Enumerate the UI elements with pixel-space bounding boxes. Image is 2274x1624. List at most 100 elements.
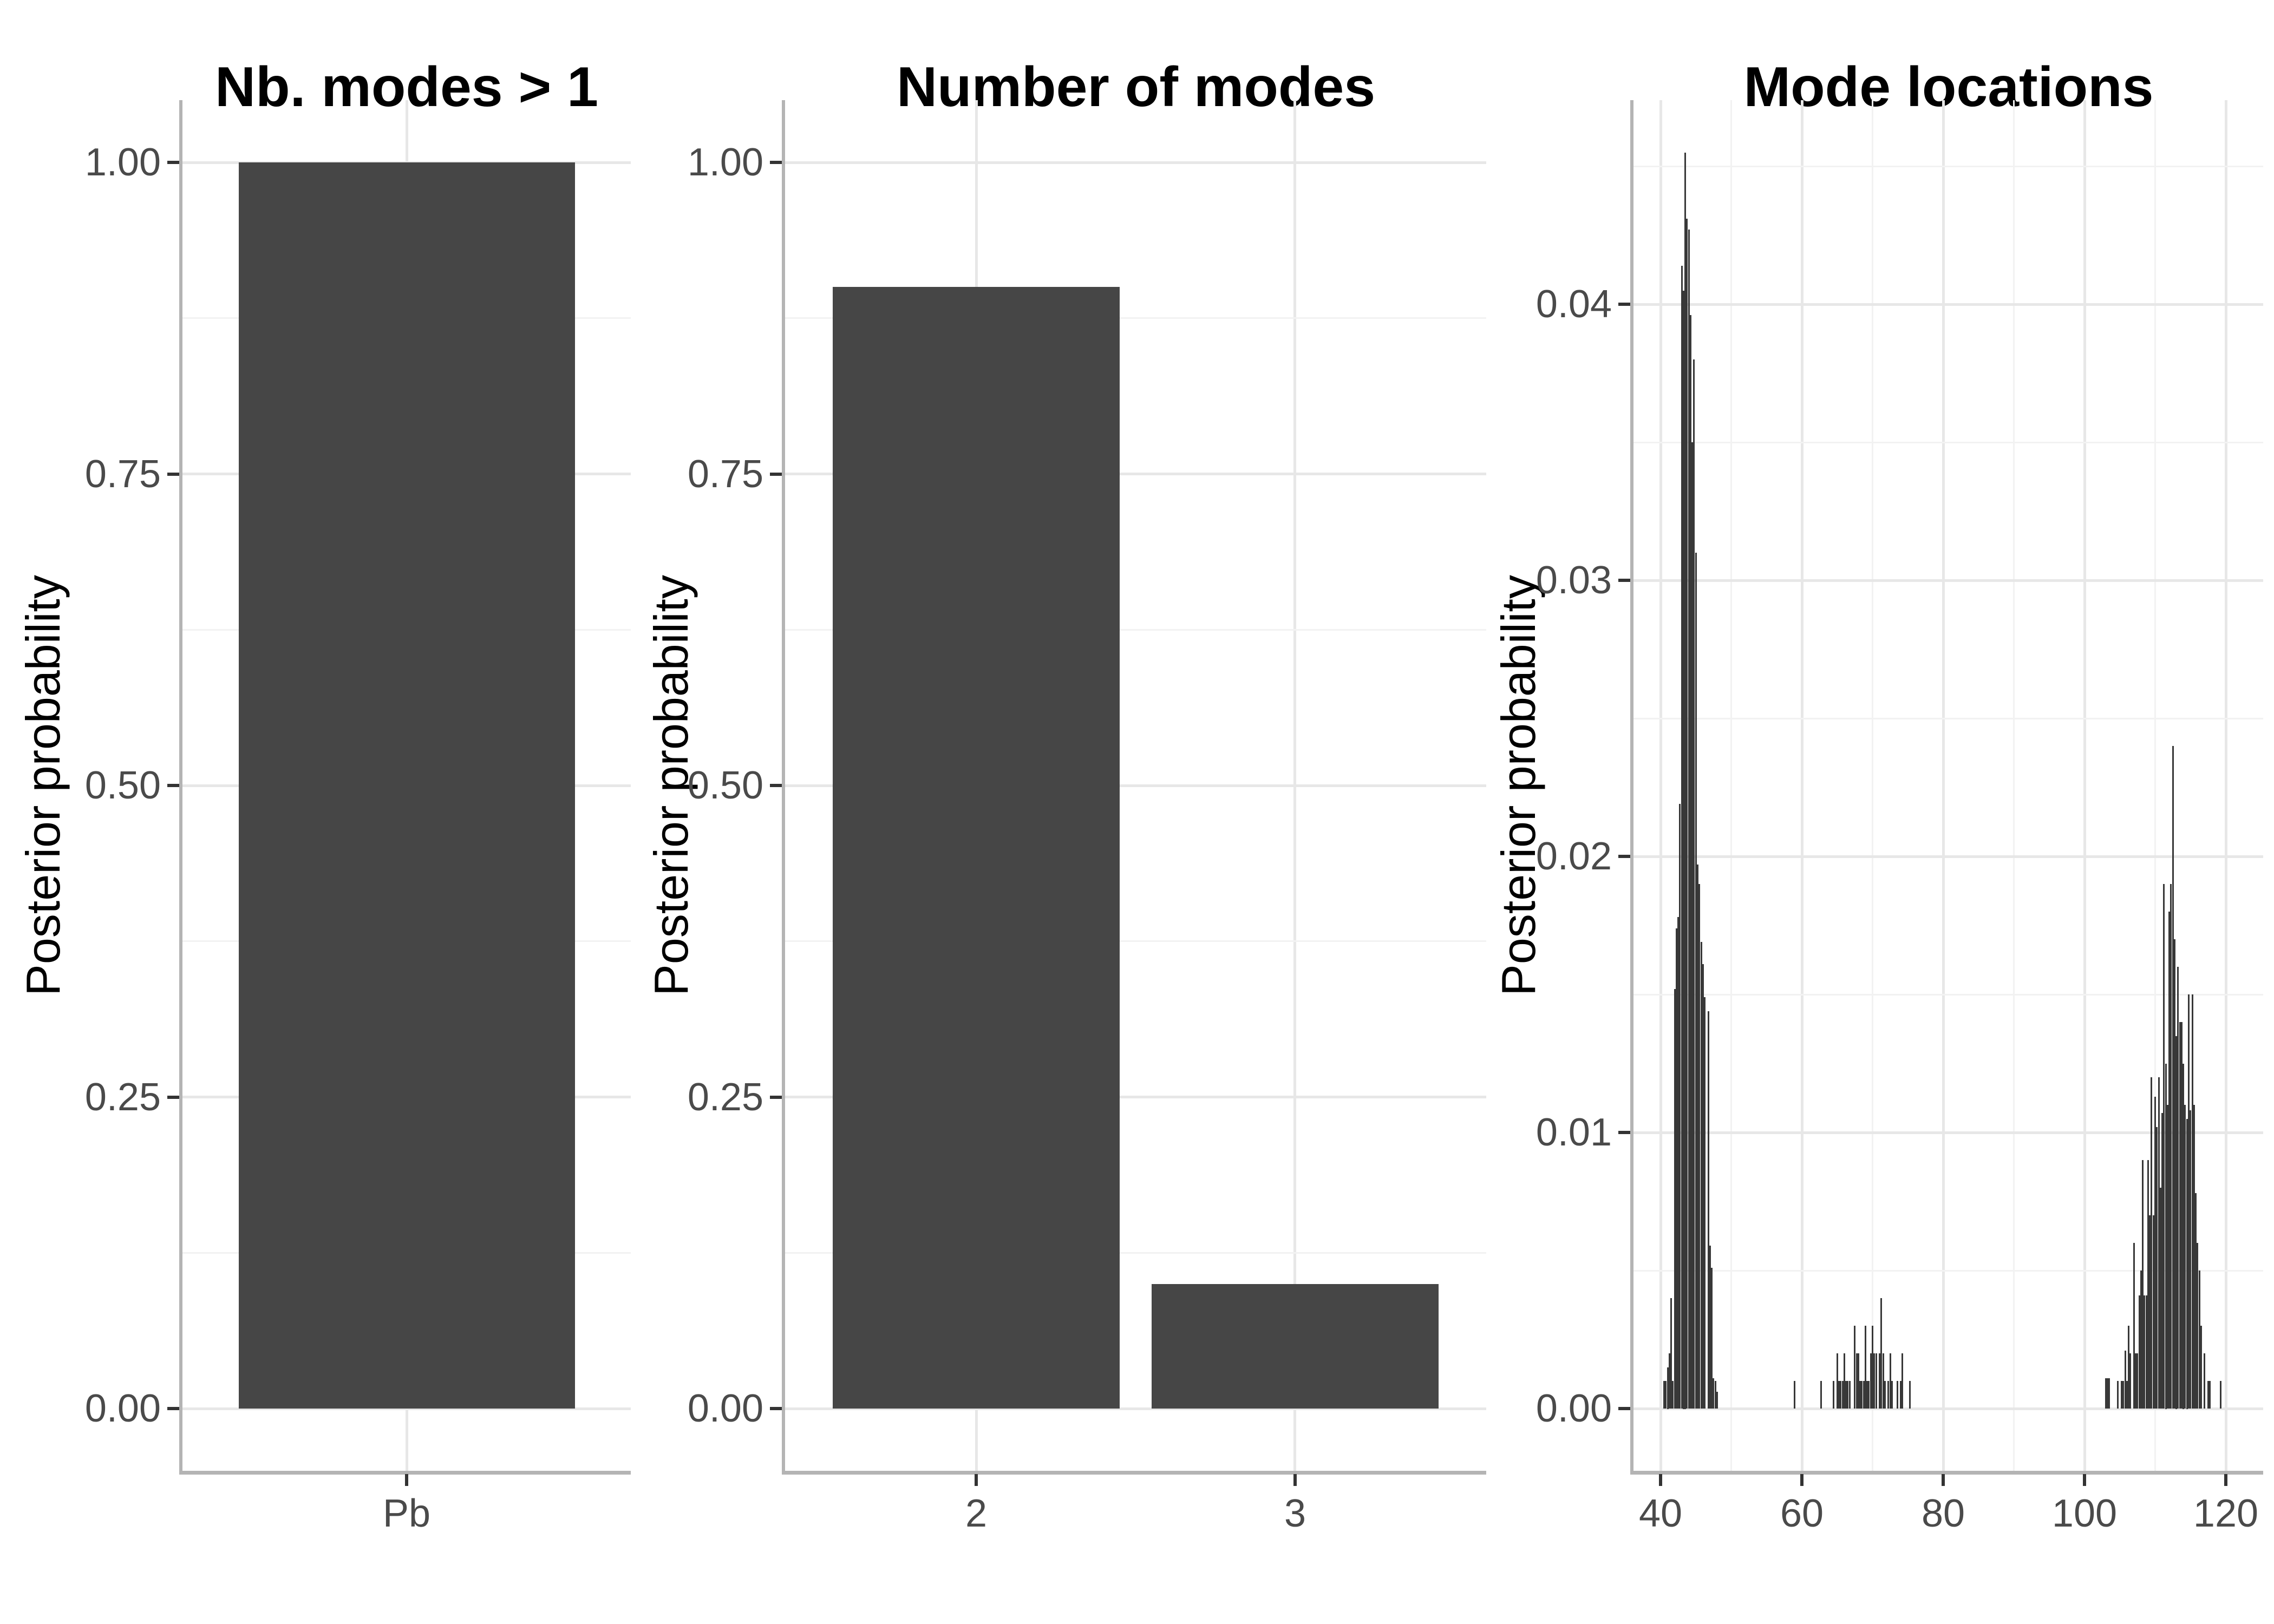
y-gridline-minor	[1633, 718, 2263, 719]
y-gridline-major	[1633, 1407, 2263, 1410]
y-tick-label: 0.03	[1535, 559, 1612, 602]
histogram-spike	[2122, 1381, 2124, 1409]
histogram-spike	[2168, 912, 2170, 1409]
histogram-spike	[2165, 1064, 2167, 1409]
y-gridline-minor	[785, 629, 1486, 631]
histogram-spike	[2105, 1378, 2107, 1409]
histogram-spike	[1669, 1353, 1670, 1409]
histogram-spike	[1872, 1326, 1873, 1409]
y-tick-label: 0.00	[84, 1387, 161, 1430]
x-tick-label: 100	[2051, 1492, 2118, 1535]
histogram-spike	[1868, 1381, 1870, 1409]
histogram-spike	[1688, 230, 1690, 1409]
histogram-spike	[1842, 1381, 1844, 1409]
histogram-spike	[1858, 1353, 1859, 1409]
histogram-spike	[1695, 553, 1697, 1409]
histogram-spike	[2140, 1271, 2142, 1409]
histogram-spike	[1879, 1353, 1880, 1409]
histogram-spike	[1891, 1381, 1893, 1409]
y-tick-label: 0.25	[84, 1076, 161, 1119]
histogram-spike	[1713, 1378, 1714, 1409]
histogram-spike	[2179, 1022, 2181, 1409]
histogram-spike	[2121, 1381, 2122, 1409]
x-gridline-major	[1942, 100, 1945, 1471]
histogram-spike	[2156, 1127, 2158, 1409]
y-tick-mark	[1618, 303, 1630, 306]
x-tick-label: 60	[1780, 1492, 1824, 1535]
histogram-spike	[2147, 1160, 2149, 1409]
histogram-spike	[2161, 1113, 2163, 1409]
histogram-spike	[2158, 1077, 2160, 1409]
histogram-spike	[2193, 1105, 2195, 1409]
histogram-spike	[2167, 1105, 2168, 1409]
histogram-spike	[1681, 266, 1683, 1409]
y-gridline-minor	[1633, 994, 2263, 996]
histogram-spike	[1665, 1381, 1667, 1409]
histogram-spike	[2108, 1378, 2110, 1409]
histogram-spike	[2175, 1036, 2177, 1409]
y-axis-line	[782, 100, 785, 1474]
histogram-spike	[1887, 1381, 1889, 1409]
y-gridline-major	[1633, 303, 2263, 306]
histogram-spike	[1701, 942, 1702, 1409]
histogram-spike	[1672, 1381, 1674, 1409]
histogram-spike	[1702, 964, 1704, 1409]
histogram-spike	[1876, 1353, 1877, 1409]
histogram-spike	[2125, 1351, 2126, 1409]
histogram-spike	[1880, 1298, 1882, 1409]
histogram-spike	[1847, 1381, 1848, 1409]
y-tick-label: 1.00	[687, 141, 763, 184]
histogram-spike	[1863, 1381, 1865, 1409]
histogram-spike	[1900, 1381, 1901, 1409]
x-tick-label: Pb	[382, 1492, 431, 1535]
histogram-spike	[1883, 1353, 1884, 1409]
histogram-spike	[2204, 1353, 2205, 1409]
x-tick-mark	[1659, 1474, 1662, 1486]
histogram-spike	[2149, 1215, 2151, 1409]
histogram-spike	[2126, 1381, 2128, 1409]
bar-2	[833, 287, 1120, 1409]
histogram-spike	[1845, 1381, 1847, 1409]
histogram-spike	[2177, 967, 2179, 1409]
y-tick-mark	[770, 161, 782, 164]
y-gridline-major	[785, 161, 1486, 164]
histogram-spike	[1704, 997, 1706, 1409]
x-gridline-minor	[2013, 100, 2015, 1471]
y-gridline-major	[785, 1096, 1486, 1098]
bar-3	[1152, 1284, 1439, 1409]
x-axis-line	[179, 1471, 631, 1475]
y-gridline-minor	[1633, 1270, 2263, 1272]
histogram-spike	[1844, 1353, 1845, 1409]
y-tick-label: 0.75	[84, 453, 161, 496]
y-tick-mark	[167, 161, 179, 164]
histogram-spike	[2129, 1353, 2131, 1409]
histogram-spike	[1683, 291, 1684, 1409]
x-tick-mark	[975, 1474, 978, 1486]
y-tick-mark	[1618, 855, 1630, 858]
histogram-spike	[1686, 219, 1688, 1409]
y-gridline-major	[1633, 1131, 2263, 1134]
y-tick-label: 0.75	[687, 453, 763, 496]
histogram-spike	[2172, 746, 2174, 1409]
histogram-spike	[2188, 994, 2190, 1409]
histogram-spike	[2133, 1243, 2135, 1409]
y-tick-mark	[167, 1407, 179, 1410]
histogram-spike	[1697, 865, 1698, 1409]
y-axis-line	[179, 100, 182, 1474]
y-tick-mark	[1618, 579, 1630, 582]
histogram-spike	[2170, 884, 2172, 1409]
y-tick-mark	[770, 784, 782, 787]
y-gridline-major	[785, 1407, 1486, 1410]
y-tick-label: 0.01	[1535, 1111, 1612, 1154]
histogram-spike	[1716, 1392, 1718, 1409]
y-tick-mark	[1618, 1131, 1630, 1134]
x-axis-line	[782, 1471, 1486, 1475]
histogram-spike	[1670, 1298, 1672, 1409]
x-axis-line	[1630, 1471, 2263, 1475]
histogram-spike	[2136, 1353, 2138, 1409]
x-tick-mark	[1293, 1474, 1297, 1486]
x-gridline-major	[2083, 100, 2086, 1471]
y-tick-label: 0.25	[687, 1076, 763, 1119]
